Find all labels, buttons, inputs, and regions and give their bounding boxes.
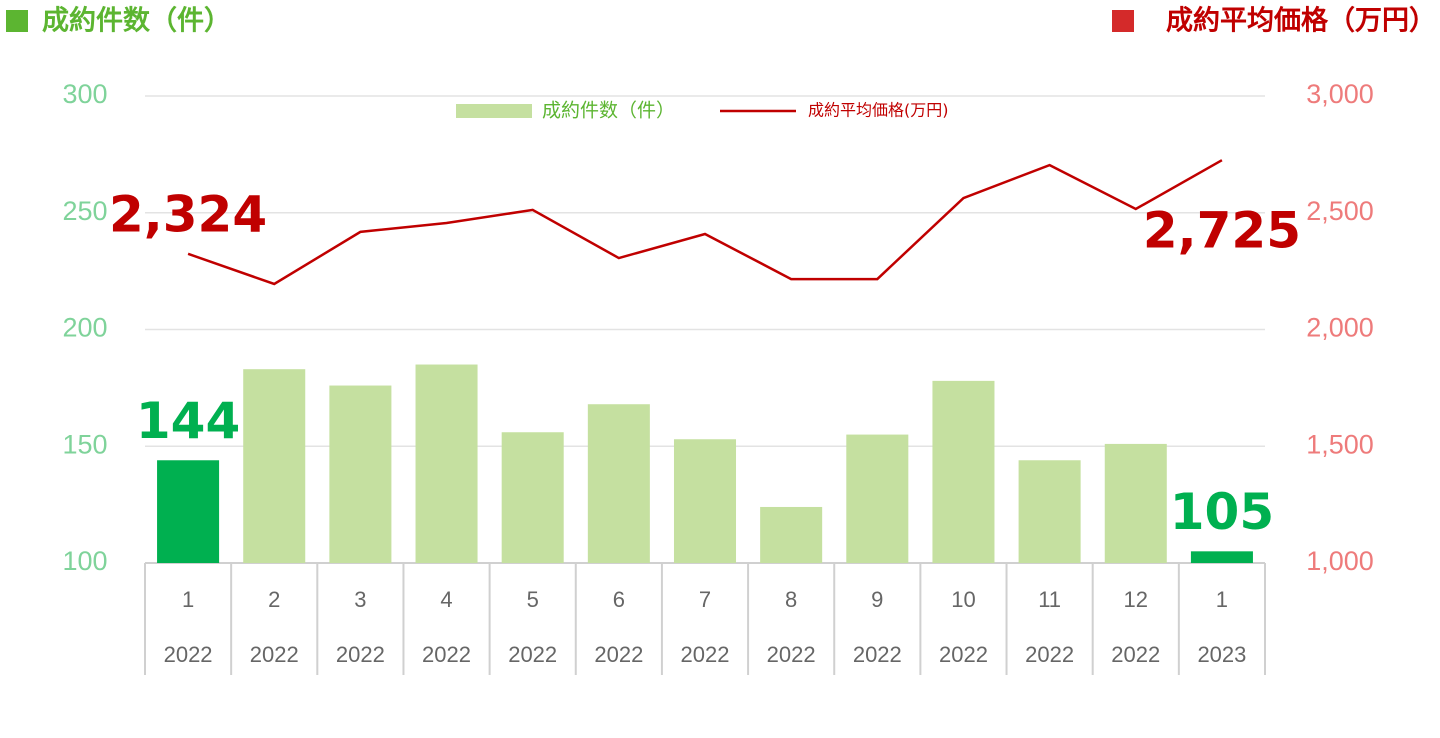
y2-tick-label: 1,500 <box>1306 429 1374 459</box>
bar <box>587 404 650 563</box>
x-tick-label: 10 <box>951 587 975 612</box>
x-year-label: 2022 <box>336 642 385 667</box>
y-tick-label: 200 <box>62 313 107 343</box>
x-year-label: 2022 <box>422 642 471 667</box>
bar <box>932 380 995 563</box>
x-year-label: 2022 <box>853 642 902 667</box>
legend-swatch <box>456 104 532 118</box>
legend-square <box>1112 10 1134 32</box>
bar <box>157 460 220 563</box>
x-tick-label: 5 <box>527 587 539 612</box>
bar <box>243 369 306 563</box>
bar <box>415 364 478 563</box>
x-year-label: 2022 <box>681 642 730 667</box>
bar <box>1104 443 1167 563</box>
y-axis-title: 成約件数（件） <box>42 5 231 37</box>
x-tick-label: 11 <box>1038 587 1061 612</box>
y-tick-label: 250 <box>62 196 107 226</box>
x-tick-label: 1 <box>1216 587 1228 612</box>
y2-axis-title: 成約平均価格（万円） <box>1166 5 1436 37</box>
x-tick-label: 1 <box>182 587 194 612</box>
y2-tick-label: 2,500 <box>1306 196 1374 226</box>
y-tick-label: 300 <box>62 79 107 109</box>
y-tick-label: 100 <box>62 546 107 576</box>
legend-square <box>6 10 28 32</box>
y-tick-label: 150 <box>62 429 107 459</box>
y2-tick-label: 2,000 <box>1306 313 1374 343</box>
data-label: 2,324 <box>109 185 267 243</box>
legend-label: 成約件数（件） <box>542 100 675 122</box>
x-year-label: 2022 <box>508 642 557 667</box>
x-year-label: 2022 <box>1025 642 1074 667</box>
x-tick-label: 2 <box>268 587 280 612</box>
x-tick-label: 7 <box>699 587 711 612</box>
x-year-label: 2022 <box>1111 642 1160 667</box>
x-tick-label: 8 <box>785 587 797 612</box>
x-year-label: 2022 <box>939 642 988 667</box>
legend-label: 成約平均価格(万円) <box>808 101 949 120</box>
bar <box>673 439 737 563</box>
data-label: 105 <box>1170 483 1274 541</box>
x-tick-label: 4 <box>440 587 452 612</box>
data-label: 144 <box>136 392 240 450</box>
x-tick-label: 6 <box>613 587 625 612</box>
x-year-label: 2022 <box>594 642 643 667</box>
bar <box>1018 460 1081 563</box>
y2-tick-label: 3,000 <box>1306 79 1374 109</box>
bar <box>760 506 823 563</box>
bar <box>1190 551 1253 563</box>
bar <box>329 385 392 563</box>
data-label: 2,725 <box>1143 202 1301 260</box>
x-tick-label: 9 <box>871 587 883 612</box>
x-year-label: 2022 <box>250 642 299 667</box>
x-tick-label: 3 <box>354 587 366 612</box>
x-tick-label: 12 <box>1124 587 1148 612</box>
y2-tick-label: 1,000 <box>1306 546 1374 576</box>
bar <box>846 434 909 563</box>
x-year-label: 2022 <box>164 642 213 667</box>
x-year-label: 2022 <box>767 642 816 667</box>
x-year-label: 2023 <box>1197 642 1246 667</box>
bar <box>501 432 564 563</box>
line <box>187 159 1223 286</box>
